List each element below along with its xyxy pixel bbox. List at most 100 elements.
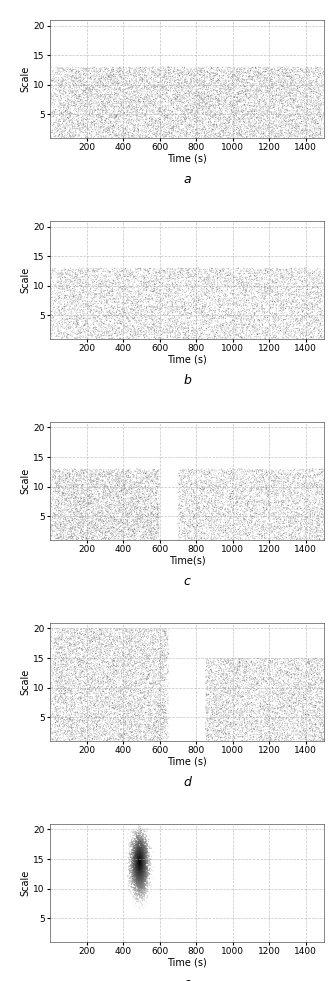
Point xyxy=(152,723,158,739)
Point xyxy=(296,661,302,677)
Point xyxy=(229,463,234,479)
Point xyxy=(72,284,77,300)
Point xyxy=(141,514,147,530)
Point xyxy=(235,306,240,322)
Point xyxy=(153,661,158,677)
Point xyxy=(63,127,68,142)
Point xyxy=(249,82,255,98)
Point xyxy=(82,653,87,669)
Point xyxy=(112,695,117,710)
Point xyxy=(149,521,154,537)
Point xyxy=(299,708,304,724)
Point xyxy=(259,297,265,313)
Point xyxy=(117,495,123,511)
Point xyxy=(310,125,315,140)
Point xyxy=(142,489,148,504)
Point xyxy=(89,675,94,691)
Point xyxy=(271,308,277,324)
Point xyxy=(122,295,127,311)
Point xyxy=(104,695,109,710)
Point xyxy=(184,93,189,109)
Point xyxy=(145,106,150,122)
Point xyxy=(319,692,325,707)
Point xyxy=(289,269,295,284)
Point xyxy=(241,317,246,333)
Point xyxy=(163,287,168,303)
Point xyxy=(84,642,89,657)
Point xyxy=(125,470,130,486)
Point xyxy=(198,513,203,529)
Point xyxy=(281,484,286,499)
Point xyxy=(58,677,64,693)
Point xyxy=(228,485,234,500)
Point xyxy=(121,710,127,726)
Point xyxy=(291,728,296,744)
Point xyxy=(146,491,151,507)
Point xyxy=(264,480,269,495)
Point xyxy=(189,82,194,98)
Point xyxy=(300,321,305,336)
Point xyxy=(267,466,273,482)
Point xyxy=(265,308,270,324)
Point xyxy=(137,890,142,905)
Point xyxy=(150,75,155,90)
Point xyxy=(57,664,62,680)
Point xyxy=(247,515,253,531)
Point xyxy=(297,287,302,303)
Point xyxy=(127,636,132,651)
Point xyxy=(228,702,233,718)
Point xyxy=(306,105,311,121)
Point xyxy=(211,712,217,728)
Point xyxy=(134,891,140,906)
Point xyxy=(300,77,305,92)
Point xyxy=(226,77,231,92)
Point xyxy=(64,624,69,640)
Point xyxy=(93,64,98,79)
Point xyxy=(99,645,105,660)
Point xyxy=(308,67,313,82)
Point xyxy=(54,726,60,742)
Point xyxy=(69,319,74,335)
Point xyxy=(143,262,148,278)
Point xyxy=(136,112,142,128)
Point xyxy=(274,276,279,291)
Point xyxy=(65,625,70,641)
Point xyxy=(141,501,146,517)
Point xyxy=(104,493,109,509)
Point xyxy=(134,314,139,330)
Point xyxy=(90,731,95,747)
Point xyxy=(221,668,226,684)
Point xyxy=(103,488,108,503)
Point xyxy=(265,717,270,733)
Point xyxy=(304,105,309,121)
Point xyxy=(130,674,135,690)
Point xyxy=(151,64,156,79)
Point xyxy=(125,726,131,742)
Point xyxy=(228,290,233,306)
Point xyxy=(264,679,270,695)
Point xyxy=(237,65,242,80)
Point xyxy=(57,664,62,680)
Point xyxy=(172,315,178,331)
Point xyxy=(257,720,262,736)
Point xyxy=(287,679,292,695)
Point xyxy=(82,119,88,134)
Point xyxy=(91,305,96,321)
Point xyxy=(141,892,147,907)
Point xyxy=(304,305,309,321)
Point xyxy=(149,310,154,326)
Point xyxy=(67,280,72,295)
Point xyxy=(143,687,149,702)
Point xyxy=(83,122,88,137)
Point xyxy=(87,303,93,319)
Point xyxy=(256,706,261,722)
Point xyxy=(318,93,323,109)
Point xyxy=(307,309,312,325)
Point xyxy=(136,326,141,341)
Point xyxy=(136,875,141,891)
Point xyxy=(128,462,133,478)
Point xyxy=(275,109,280,125)
Point xyxy=(274,85,279,101)
Point xyxy=(170,294,175,310)
Point xyxy=(64,103,70,119)
